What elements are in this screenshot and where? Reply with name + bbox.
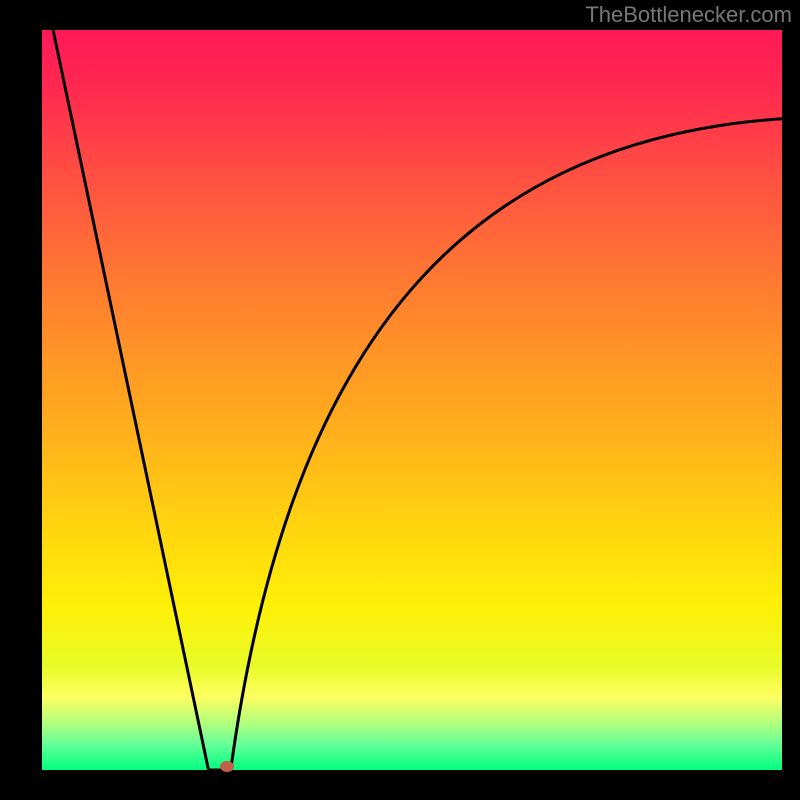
border-right bbox=[782, 0, 800, 800]
border-left bbox=[0, 0, 42, 800]
current-config-marker bbox=[220, 761, 234, 772]
attribution-link[interactable]: TheBottlenecker.com bbox=[585, 2, 792, 28]
plot-background bbox=[42, 30, 782, 770]
chart-container: TheBottlenecker.com bbox=[0, 0, 800, 800]
border-bottom bbox=[0, 770, 800, 800]
